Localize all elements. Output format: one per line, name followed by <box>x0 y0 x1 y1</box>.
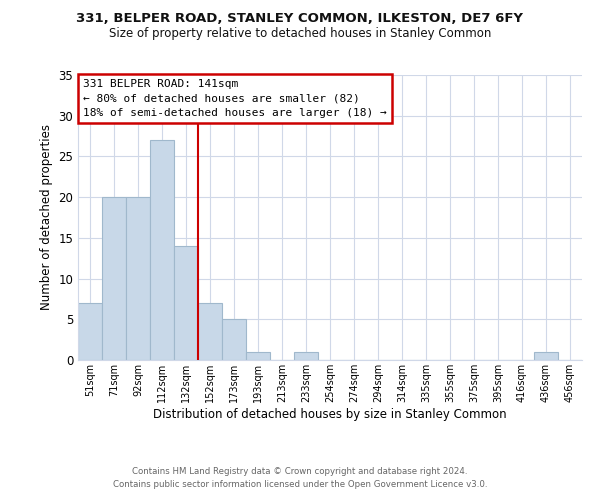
Text: Contains public sector information licensed under the Open Government Licence v3: Contains public sector information licen… <box>113 480 487 489</box>
Bar <box>534 352 558 360</box>
Text: Contains HM Land Registry data © Crown copyright and database right 2024.: Contains HM Land Registry data © Crown c… <box>132 467 468 476</box>
Text: 331, BELPER ROAD, STANLEY COMMON, ILKESTON, DE7 6FY: 331, BELPER ROAD, STANLEY COMMON, ILKEST… <box>77 12 523 26</box>
Bar <box>102 197 126 360</box>
X-axis label: Distribution of detached houses by size in Stanley Common: Distribution of detached houses by size … <box>153 408 507 420</box>
Bar <box>246 352 270 360</box>
Bar <box>150 140 174 360</box>
Bar <box>198 303 222 360</box>
Bar <box>222 320 246 360</box>
Text: Size of property relative to detached houses in Stanley Common: Size of property relative to detached ho… <box>109 28 491 40</box>
Y-axis label: Number of detached properties: Number of detached properties <box>40 124 53 310</box>
Bar <box>294 352 318 360</box>
Bar <box>174 246 198 360</box>
Text: 331 BELPER ROAD: 141sqm
← 80% of detached houses are smaller (82)
18% of semi-de: 331 BELPER ROAD: 141sqm ← 80% of detache… <box>83 80 387 118</box>
Bar <box>126 197 150 360</box>
Bar <box>78 303 102 360</box>
